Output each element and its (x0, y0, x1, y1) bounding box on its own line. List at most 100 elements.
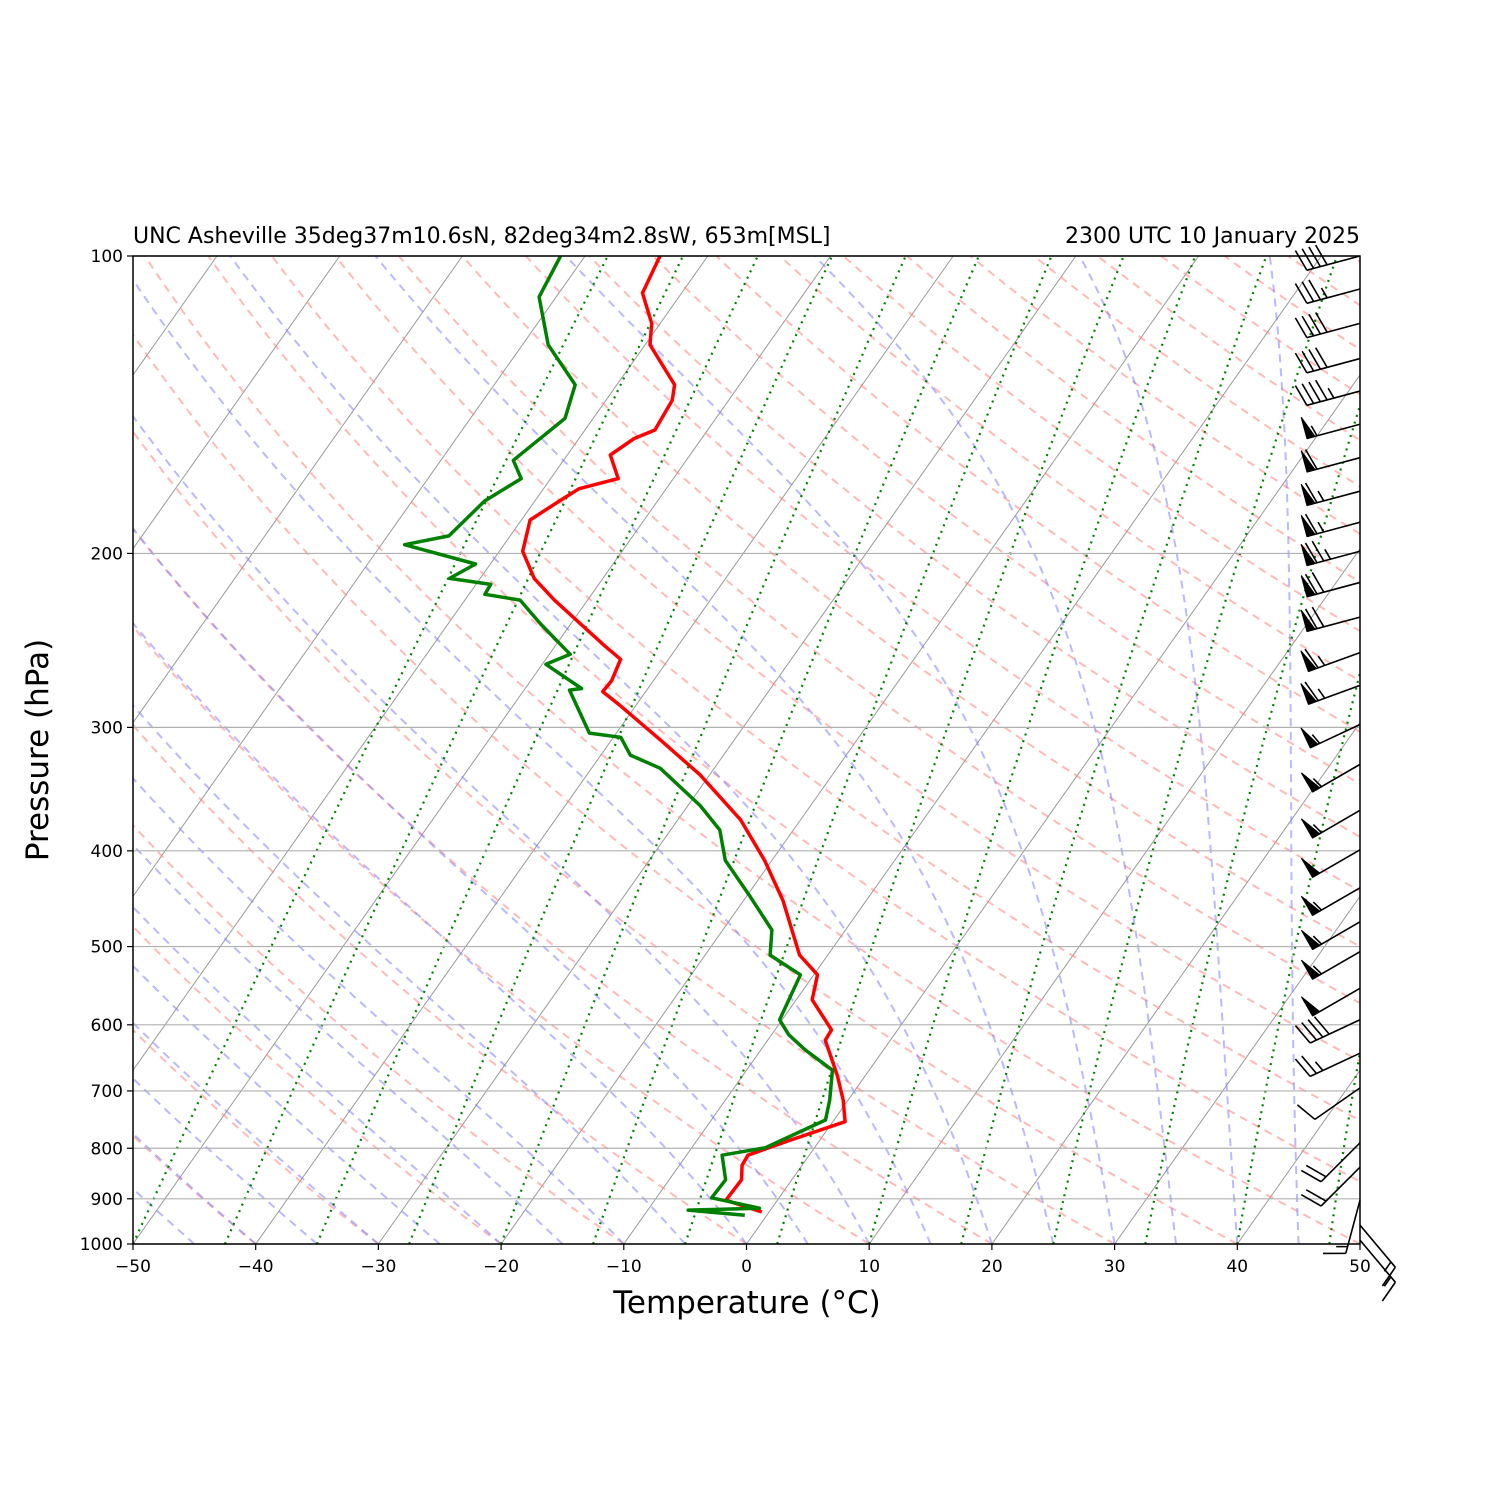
wind-barb (1300, 606, 1361, 633)
barb-staff (1304, 572, 1361, 598)
moist-adiabat (133, 526, 809, 1244)
background-lines (133, 256, 1360, 1244)
isotherm (868, 547, 1360, 1244)
barb-staff (1359, 1239, 1397, 1302)
barb-pennant (1300, 727, 1319, 749)
barb-staff (1294, 1052, 1361, 1078)
barb-staff (1294, 279, 1361, 305)
y-tick-label: 700 (91, 1082, 123, 1102)
moist-adiabat (133, 776, 625, 1244)
chart-title-right: 2300 UTC 10 January 2025 (1065, 224, 1360, 249)
barb-staff (1311, 763, 1361, 793)
isotherm (1114, 895, 1360, 1244)
wind-barb (1294, 1052, 1361, 1078)
wind-barb (1300, 1142, 1361, 1183)
x-tick-label: 0 (741, 1257, 752, 1277)
temperature-line (520, 256, 847, 1214)
barb-staff (1304, 648, 1361, 673)
y-tick-label: 1000 (80, 1235, 123, 1255)
wind-barb (1359, 1239, 1397, 1302)
barb-pennant (1300, 895, 1321, 916)
dry-adiabat (715, 256, 1360, 734)
y-tick-label: 800 (91, 1139, 123, 1159)
isotherm (500, 256, 1200, 1244)
barb-staff (1306, 423, 1361, 440)
barb-pennant (1300, 683, 1318, 705)
wind-barb (1300, 449, 1361, 473)
y-tick-label: 900 (91, 1190, 123, 1210)
dry-adiabat (133, 625, 870, 1244)
isotherm (133, 256, 831, 1244)
barb-pennant (1300, 514, 1316, 538)
barb-staff (1311, 887, 1361, 916)
moist-adiabat (229, 256, 993, 1244)
y-tick-label: 400 (91, 842, 123, 862)
wind-barb (1300, 482, 1361, 507)
barb-pennant (1300, 483, 1316, 507)
dry-adiabat (271, 256, 1360, 1122)
barb-pennant (1300, 818, 1321, 839)
grid (133, 255, 1360, 1245)
x-tick-label: 40 (1226, 1257, 1248, 1277)
moist-adiabat (133, 621, 748, 1244)
barb-pennant (1300, 416, 1316, 440)
barb-staff (1300, 1166, 1361, 1207)
dry-adiabat (133, 429, 1116, 1244)
dry-adiabat (906, 256, 1360, 584)
dry-adiabat (133, 333, 1238, 1244)
wind-barb (1294, 347, 1361, 374)
barb-pennant (1300, 450, 1316, 473)
moist-adiabat (374, 256, 1055, 1244)
moist-adiabat (133, 414, 871, 1244)
isotherm (133, 256, 341, 550)
barb-pennant (1300, 996, 1321, 1017)
isotherm (623, 256, 1322, 1244)
wind-barb (1300, 887, 1361, 916)
x-tick-label: −10 (606, 1257, 642, 1277)
barb-pennant (1300, 772, 1321, 793)
wind-barbs (1294, 244, 1397, 1302)
mixing-ratio-line (1144, 401, 1360, 1244)
barb-staff (1294, 379, 1361, 407)
isotherm (377, 256, 1077, 1244)
wind-barb (1294, 279, 1361, 305)
x-axis-label: Temperature (°C) (612, 1285, 881, 1321)
mixing-ratio-line (684, 256, 1053, 1244)
barb-pennant (1300, 959, 1321, 980)
wind-barb (1294, 244, 1361, 271)
x-tick-label: −50 (115, 1257, 151, 1277)
y-tick-label: 200 (91, 544, 123, 564)
mixing-ratio-line (500, 256, 907, 1244)
barb-staff (1311, 809, 1361, 839)
wind-barb (1300, 513, 1361, 538)
barb-pennant (1300, 543, 1316, 567)
barb-pennant (1300, 575, 1316, 598)
x-tick-label: 30 (1104, 1257, 1126, 1277)
wind-barb (1300, 572, 1361, 598)
barb-staff (1304, 606, 1361, 633)
wind-barb (1300, 416, 1361, 440)
y-axis-label: Pressure (hPa) (20, 639, 56, 861)
wind-barb (1300, 951, 1361, 980)
barb-pennant (1300, 609, 1316, 632)
mixing-ratio-line (592, 256, 980, 1244)
barb-pennant (1300, 929, 1321, 951)
isotherm (255, 256, 954, 1244)
barb-staff (1294, 1016, 1361, 1044)
wind-barb (1294, 312, 1361, 339)
wind-barb (1300, 648, 1361, 673)
x-tick-label: 10 (858, 1257, 880, 1277)
dry-adiabat (842, 256, 1360, 633)
dry-adiabat (1096, 256, 1360, 442)
y-tick-label: 600 (91, 1016, 123, 1036)
mixing-ratio-line (1052, 256, 1338, 1244)
wind-barb (1300, 849, 1361, 878)
isotherm (1236, 1069, 1360, 1244)
wind-barb (1300, 1166, 1361, 1207)
barb-staff (1311, 951, 1361, 980)
barb-pennant (1300, 650, 1318, 673)
wind-barb (1300, 809, 1361, 839)
